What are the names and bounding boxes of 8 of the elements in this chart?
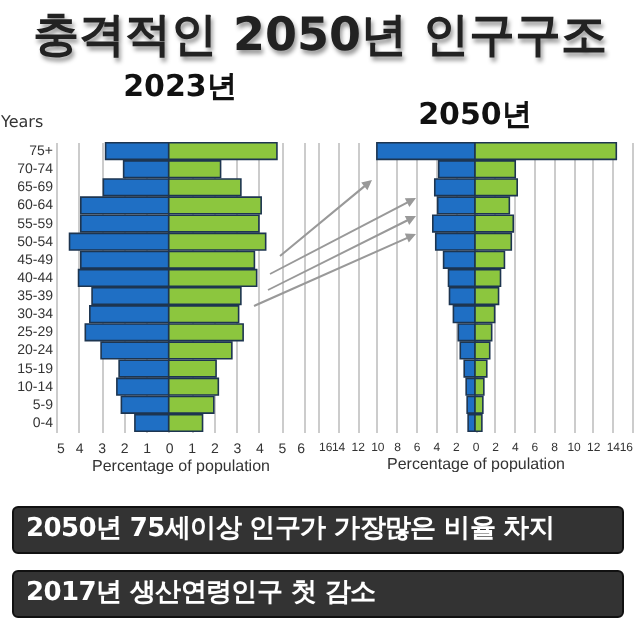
y-axis-title: Years: [0, 113, 44, 131]
text: 2050년 75세이상 인구가 가장많은 비율 차지: [12, 506, 624, 554]
text: 충격적인 2050년 인구구조: [30, 8, 610, 66]
x-axis-title: Percentage of population: [387, 455, 565, 473]
x-axis-title: Percentage of population: [92, 457, 270, 475]
chart-title: 2023년: [123, 68, 237, 104]
text: 2017년 생산연령인구 첫 감소: [12, 570, 624, 618]
chart-title: 2050년: [418, 95, 532, 132]
